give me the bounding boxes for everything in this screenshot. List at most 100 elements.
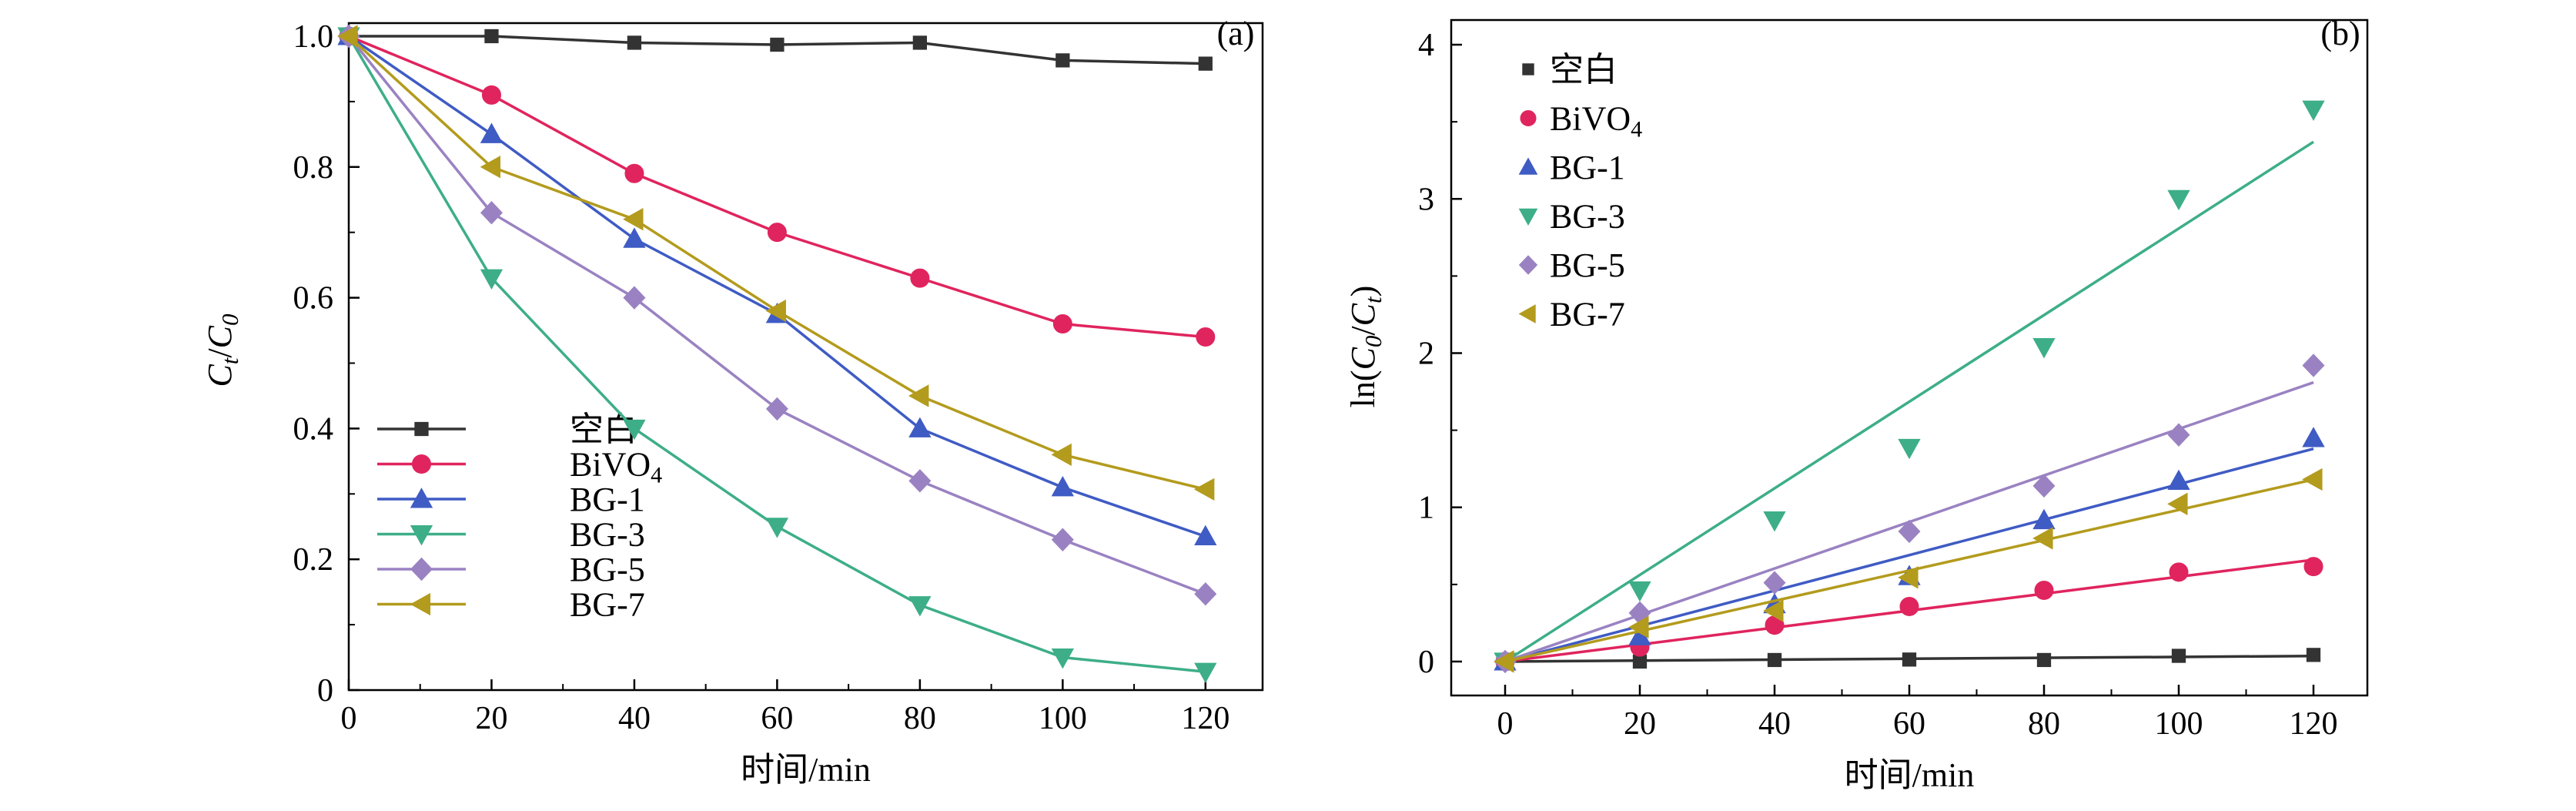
series-line — [348, 35, 1206, 339]
x-axis-label: 时间/min — [741, 751, 871, 789]
legend-entry: BG-1 — [1518, 149, 1625, 186]
data-point — [1051, 648, 1074, 669]
data-point — [908, 596, 932, 617]
y-tick-label: 0 — [317, 673, 333, 709]
legend-label: BG-5 — [570, 551, 645, 588]
data-point — [912, 35, 928, 50]
data-point — [2032, 508, 2056, 530]
y-axis-label-part: t — [216, 357, 243, 364]
y-tick-label: 4 — [1418, 28, 1434, 63]
legend-label-text: BG-5 — [570, 551, 645, 588]
y-axis-label-part: C — [1344, 303, 1382, 326]
series-0 — [341, 28, 1213, 71]
legend-marker — [1518, 208, 1538, 226]
data-point — [1898, 566, 1919, 589]
series-3 — [337, 27, 1217, 684]
y-tick-label: 0.6 — [293, 281, 334, 317]
x-tick-label: 0 — [341, 701, 357, 736]
data-point — [1194, 662, 1217, 684]
data-point — [2303, 557, 2323, 577]
x-tick-label: 80 — [904, 701, 936, 736]
data-point — [1055, 53, 1070, 68]
y-axis-label-part: C — [201, 364, 239, 387]
series-2 — [337, 25, 1217, 546]
data-point — [1193, 478, 1215, 501]
data-point — [2302, 100, 2325, 121]
y-axis-label-part: 0 — [216, 313, 243, 326]
plot-frame — [347, 22, 1264, 692]
y-axis-label: Ct/C0 — [201, 313, 243, 387]
data-point — [908, 417, 932, 437]
legend-label: BiVO4 — [1550, 100, 1642, 142]
series-3 — [1494, 100, 2325, 673]
legend-entry: BG-3 — [1518, 198, 1625, 236]
y-axis-label-part: 0 — [1360, 335, 1387, 347]
legend-label-text: BG-7 — [1550, 296, 1625, 333]
x-tick-label: 60 — [761, 701, 793, 736]
data-point — [2036, 652, 2052, 668]
x-tick-label: 80 — [2028, 706, 2060, 742]
x-tick-label: 60 — [1893, 706, 1925, 742]
data-point — [337, 25, 358, 48]
y-tick-label: 1 — [1418, 491, 1434, 526]
data-point — [2032, 474, 2056, 498]
legend-marker — [410, 557, 433, 581]
legend-marker — [410, 524, 433, 546]
x-tick-label: 40 — [618, 701, 651, 736]
legend-label-text: BG-7 — [570, 586, 645, 624]
legend-entry: 空白 — [377, 411, 637, 448]
data-point — [1632, 654, 1648, 669]
data-point — [910, 268, 930, 288]
chart-panel-a: 0 20 40 60 80 100 12000.20.40.60.81.0时间/minCt/… — [201, 15, 1264, 789]
data-point — [1628, 615, 1649, 638]
legend-label: BiVO4 — [570, 446, 662, 488]
legend-label-text: BG-5 — [1550, 246, 1625, 284]
data-point — [480, 201, 503, 225]
legend-label: BG-1 — [570, 481, 645, 518]
data-point — [1763, 511, 1786, 532]
data-point — [2167, 189, 2190, 211]
legend-marker — [1518, 255, 1538, 275]
data-point — [1194, 581, 1217, 606]
fit-line — [1504, 447, 2314, 663]
data-point — [624, 163, 644, 183]
data-point — [1494, 650, 1514, 673]
data-point — [627, 35, 642, 50]
y-axis-label-part: ) — [1344, 286, 1382, 297]
data-point — [1763, 571, 1786, 595]
series-1 — [1495, 557, 2323, 672]
legend-label-text: BG-3 — [1550, 198, 1625, 236]
legend-label-text: 空白 — [570, 411, 637, 448]
data-point — [1196, 327, 1216, 347]
x-tick-label: 20 — [1624, 706, 1656, 742]
legend-label-text: BiVO — [570, 446, 651, 484]
data-point — [1051, 443, 1072, 467]
data-point — [1899, 596, 1919, 616]
data-point — [1767, 652, 1782, 668]
data-point — [908, 384, 929, 407]
data-point — [1051, 475, 1074, 497]
legend-label: BG-7 — [570, 586, 645, 624]
legend-marker — [1518, 304, 1536, 323]
data-point — [623, 208, 644, 231]
data-point — [2032, 337, 2056, 359]
legend-label-text: BG-1 — [570, 481, 645, 518]
data-point — [908, 469, 932, 493]
legend-label-text: BG-3 — [570, 516, 645, 554]
series-line — [347, 35, 1206, 491]
legend-marker — [412, 454, 431, 474]
x-tick-label: 40 — [1758, 706, 1791, 742]
legend-entry: BiVO4 — [377, 446, 662, 488]
data-point — [1898, 519, 1921, 544]
y-tick-label: 1.0 — [293, 19, 334, 55]
data-point — [1052, 314, 1072, 334]
legend-entry: BG-3 — [377, 516, 645, 554]
data-point — [481, 85, 501, 105]
legend-label: BG-3 — [1550, 198, 1625, 236]
y-axis-label-part: / — [201, 348, 239, 358]
panel-label: (a) — [1217, 15, 1255, 52]
legend-entry: BG-5 — [1518, 246, 1625, 284]
data-point — [765, 397, 788, 421]
data-point — [1198, 56, 1213, 71]
data-point — [480, 122, 503, 143]
